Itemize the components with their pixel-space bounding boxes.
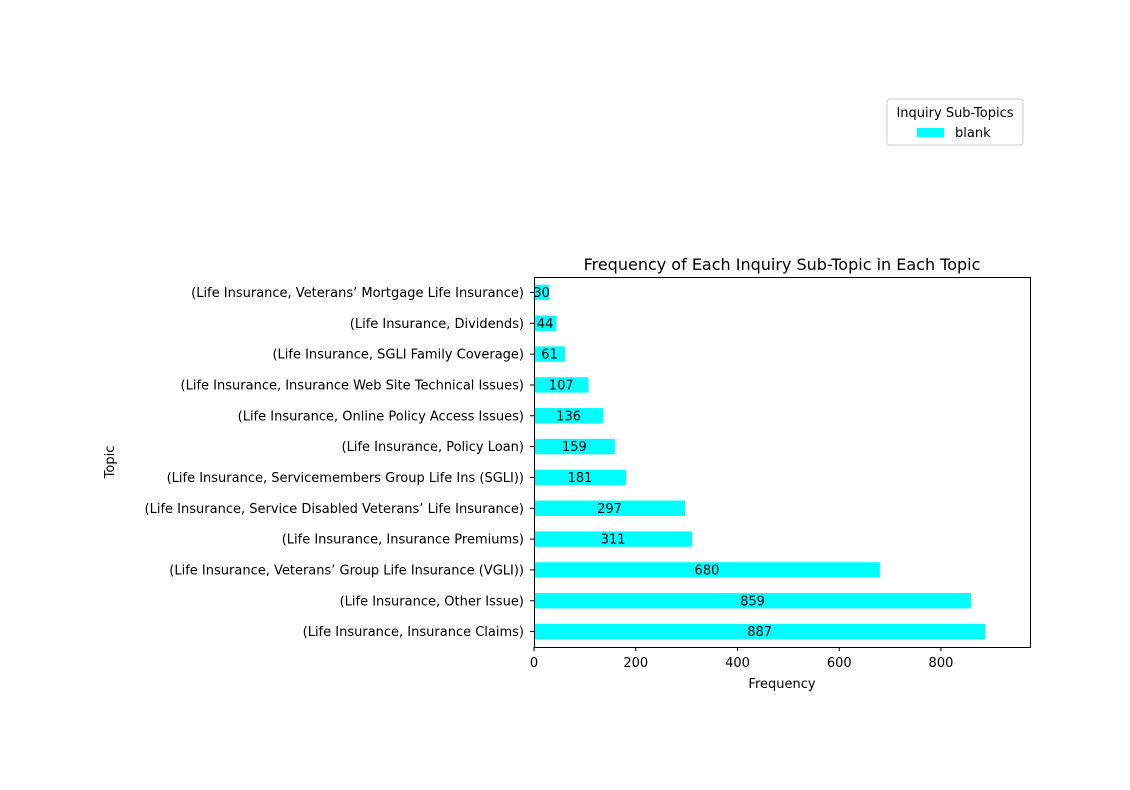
legend-title: Inquiry Sub-Topics bbox=[896, 106, 1013, 121]
bar bbox=[534, 315, 557, 331]
bar-value-label: 311 bbox=[601, 533, 626, 548]
x-axis-ticks: 0 200 400 600 800 bbox=[530, 647, 954, 671]
y-tick-label: (Life Insurance, Veterans’ Mortgage Life… bbox=[191, 286, 524, 301]
bar-value-label: 887 bbox=[747, 625, 772, 640]
bar bbox=[534, 408, 604, 424]
bar-value-label: 159 bbox=[562, 440, 587, 455]
bar-value-label: 297 bbox=[597, 502, 622, 517]
bar bbox=[534, 593, 971, 609]
y-tick-label: (Life Insurance, Policy Loan) bbox=[342, 440, 524, 455]
y-tick-label: (Life Insurance, Servicemembers Group Li… bbox=[167, 471, 524, 486]
legend-swatch bbox=[917, 128, 944, 137]
x-tick-label: 800 bbox=[929, 656, 954, 671]
bar-value-label: 44 bbox=[537, 317, 554, 332]
bar bbox=[534, 531, 693, 547]
legend: Inquiry Sub-Topics blank bbox=[886, 98, 1024, 146]
x-axis-title: Frequency bbox=[748, 677, 815, 692]
bar-value-label: 181 bbox=[568, 471, 593, 486]
y-axis-title: Topic bbox=[103, 446, 118, 480]
bar bbox=[534, 346, 566, 362]
y-tick-label: (Life Insurance, Other Issue) bbox=[340, 594, 524, 609]
bar-value-label: 61 bbox=[541, 348, 558, 363]
y-tick-label: (Life Insurance, Insurance Claims) bbox=[303, 625, 524, 640]
bar-value-label: 859 bbox=[740, 594, 765, 609]
y-tick-label: (Life Insurance, Veterans’ Group Life In… bbox=[169, 563, 524, 578]
y-tick-label: (Life Insurance, SGLI Family Coverage) bbox=[272, 348, 524, 363]
bar bbox=[534, 562, 880, 578]
chart-title: Frequency of Each Inquiry Sub-Topic in E… bbox=[584, 255, 981, 274]
y-tick-label: (Life Insurance, Dividends) bbox=[350, 317, 524, 332]
bar-value-label: 30 bbox=[533, 286, 550, 301]
x-tick-label: 200 bbox=[623, 656, 648, 671]
bar-value-label: 680 bbox=[695, 563, 720, 578]
bar bbox=[534, 284, 550, 301]
bar bbox=[534, 469, 627, 486]
y-tick-label: (Life Insurance, Insurance Premiums) bbox=[282, 533, 524, 548]
y-axis-ticks: (Life Insurance, Insurance Claims) (Life … bbox=[145, 286, 534, 640]
y-tick-label: (Life Insurance, Online Policy Access Is… bbox=[238, 409, 524, 424]
x-tick-label: 400 bbox=[725, 656, 750, 671]
bar-value-label: 107 bbox=[549, 378, 574, 393]
x-tick-label: 600 bbox=[827, 656, 852, 671]
bar bbox=[534, 438, 615, 455]
plot-frame bbox=[534, 277, 1031, 648]
y-tick-label: (Life Insurance, Service Disabled Vetera… bbox=[145, 502, 524, 517]
x-tick-label: 0 bbox=[530, 656, 538, 671]
bar bbox=[534, 623, 986, 640]
legend-label: blank bbox=[955, 126, 991, 141]
bar bbox=[534, 500, 686, 516]
bar bbox=[534, 377, 589, 393]
y-tick-label: (Life Insurance, Insurance Web Site Tech… bbox=[181, 378, 524, 393]
bar-value-label: 136 bbox=[556, 409, 581, 424]
bars-group: 887 859 680 311 297 181 159 136 107 61 44 30 bbox=[533, 284, 986, 640]
